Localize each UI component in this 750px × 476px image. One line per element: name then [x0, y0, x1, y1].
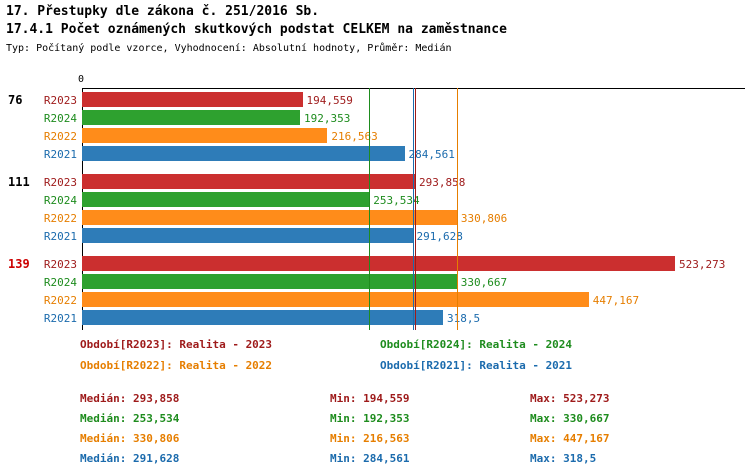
stats-row-r2022: Medián: 330,806 Min: 216,563 Max: 447,167 [80, 432, 609, 452]
chart-subtitle: Typ: Počítaný podle vzorce, Vyhodnocení:… [6, 43, 452, 54]
bar-value-label: 318,5 [447, 312, 481, 325]
bar-r2023 [82, 174, 415, 189]
stat-max: Max: 523,273 [530, 392, 610, 405]
y-axis-line [82, 88, 83, 330]
bar-r2023 [82, 92, 303, 107]
stat-median: Medián: 330,806 [80, 432, 180, 445]
bar-value-label: 194,559 [306, 94, 353, 107]
bar-r2021 [82, 310, 443, 325]
x-axis-line [82, 88, 745, 89]
series-tick-label-r2021: R2021 [43, 230, 77, 243]
series-tick-label-r2022: R2022 [43, 130, 77, 143]
stat-min: Min: 284,561 [330, 452, 410, 465]
stat-median: Medián: 293,858 [80, 392, 180, 405]
bar-r2024 [82, 110, 300, 125]
chart-title-line1: 17. Přestupky dle zákona č. 251/2016 Sb. [6, 4, 320, 19]
stats-row-r2024: Medián: 253,534 Min: 192,353 Max: 330,667 [80, 412, 609, 432]
bar-value-label: 330,806 [460, 212, 508, 225]
bar-value-label: 284,561 [408, 148, 455, 161]
legend-item-r2023: Období[R2023]: Realita - 2023 [80, 338, 273, 351]
stat-min: Min: 192,353 [330, 412, 410, 425]
bar-r2022 [82, 210, 457, 225]
median-line-r2021 [412, 88, 414, 330]
median-line-r2022 [456, 88, 458, 330]
group-label: 76 [8, 93, 23, 107]
series-tick-label-r2024: R2024 [43, 276, 77, 289]
series-tick-label-r2024: R2024 [43, 112, 77, 125]
legend-item-r2024: Období[R2024]: Realita - 2024 [380, 338, 573, 351]
bar-r2024 [82, 192, 370, 207]
group-label: 111 [8, 175, 30, 189]
x-axis-origin-label: 0 [78, 74, 85, 85]
bar-r2024 [82, 274, 457, 289]
series-tick-label-r2023: R2023 [43, 176, 77, 189]
bar-chart-plot: 0 76 R2023 194,559 R2024 192,353 R2022 216,563… [0, 74, 750, 330]
legend-item-r2021: Období[R2021]: Realita - 2021 [380, 359, 573, 372]
stats-table: Medián: 293,858 Min: 194,559 Max: 523,273 M… [80, 392, 609, 472]
series-tick-label-r2023: R2023 [43, 94, 77, 107]
stat-max: Max: 447,167 [530, 432, 610, 445]
stat-max: Max: 330,667 [530, 412, 610, 425]
bar-r2023 [82, 256, 675, 271]
stat-median: Medián: 253,534 [80, 412, 180, 425]
stats-row-r2023: Medián: 293,858 Min: 194,559 Max: 523,273 [80, 392, 609, 412]
series-tick-label-r2022: R2022 [43, 294, 77, 307]
stat-median: Medián: 291,628 [80, 452, 180, 465]
bar-value-label: 291,628 [416, 230, 463, 243]
bar-value-label: 330,667 [460, 276, 508, 289]
stat-min: Min: 216,563 [330, 432, 410, 445]
bar-value-label: 293,858 [419, 176, 466, 189]
stat-max: Max: 318,5 [530, 452, 597, 465]
bar-value-label: 523,273 [679, 258, 726, 271]
series-tick-label-r2022: R2022 [43, 212, 77, 225]
bar-r2021 [82, 146, 405, 161]
series-tick-label-r2021: R2021 [43, 148, 77, 161]
stat-min: Min: 194,559 [330, 392, 410, 405]
legend: Období[R2023]: Realita - 2023 Období[R202… [80, 338, 680, 372]
bar-value-label: 192,353 [304, 112, 351, 125]
bar-r2022 [82, 128, 328, 143]
median-line-r2023 [415, 88, 416, 330]
bar-r2022 [82, 292, 589, 307]
bar-value-label: 447,167 [592, 294, 640, 307]
bar-value-label: 216,563 [331, 130, 378, 143]
chart-title-line2: 17.4.1 Počet oznámených skutkových podst… [6, 22, 507, 37]
stats-row-r2021: Medián: 291,628 Min: 284,561 Max: 318,5 [80, 452, 609, 472]
legend-item-r2022: Období[R2022]: Realita - 2022 [80, 359, 273, 372]
series-tick-label-r2021: R2021 [43, 312, 77, 325]
bar-r2021 [82, 228, 413, 243]
series-tick-label-r2024: R2024 [43, 194, 77, 207]
group-label: 139 [8, 257, 30, 271]
series-tick-label-r2023: R2023 [43, 258, 77, 271]
median-line-r2024 [369, 88, 371, 330]
bar-value-label: 253,534 [373, 194, 420, 207]
